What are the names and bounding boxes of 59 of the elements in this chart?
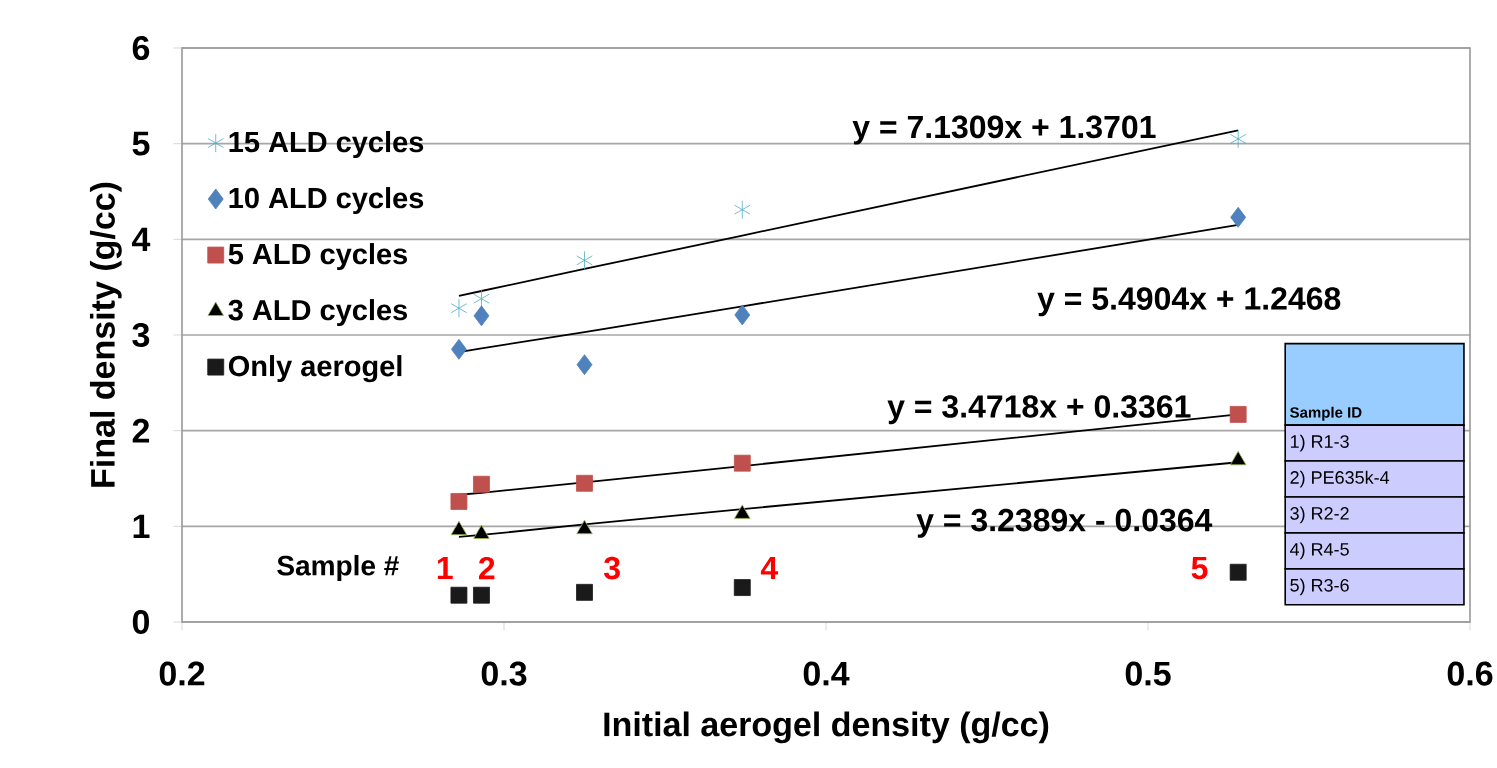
annotation: y = 7.1309x + 1.3701 (852, 115, 1156, 145)
x-tick-label: 0.2 (159, 661, 205, 686)
point (576, 474, 593, 492)
point (473, 524, 490, 539)
point (1230, 206, 1247, 228)
x-tick-label: 0.4 (803, 661, 850, 686)
point (451, 338, 467, 360)
point (1229, 406, 1247, 423)
point (1229, 450, 1247, 466)
legend-label: Only aerogel (228, 355, 402, 383)
point (734, 504, 751, 519)
point (734, 200, 751, 220)
point (473, 475, 490, 493)
point (473, 586, 490, 604)
point (733, 454, 751, 472)
annotation: 1) R1-3 (1290, 434, 1349, 452)
y-tick-label: 1 (133, 514, 150, 539)
annotation: 2) PE635k-4 (1290, 470, 1390, 488)
y-tick-label: 2 (132, 418, 150, 443)
annotation: y = 5.4904x + 1.2468 (1037, 287, 1341, 317)
point (450, 493, 468, 510)
point (576, 354, 593, 376)
point (450, 520, 468, 536)
annotation: 2 (478, 556, 495, 580)
point (473, 305, 490, 327)
legend-label: 5 ALD cycles (228, 243, 408, 271)
annotation: 5 (1191, 556, 1208, 580)
point (450, 298, 468, 318)
annotation: 5) R3-6 (1290, 578, 1349, 596)
annotation: y = 3.4718x + 0.3361 (887, 395, 1191, 425)
legend-label: 15 ALD cycles (229, 131, 424, 159)
x-tick-label: 0.6 (1447, 661, 1493, 686)
point (450, 586, 468, 604)
y-axis-title: Final density (g/cc) (89, 182, 122, 487)
point (576, 583, 593, 601)
y-tick-label: 6 (132, 35, 150, 61)
annotation: y = 3.2389x - 0.0364 (916, 508, 1213, 538)
point (733, 579, 751, 596)
annotation: 4) R4-5 (1290, 542, 1349, 560)
point (576, 250, 593, 270)
point (1229, 563, 1247, 581)
annotation: 1 (437, 557, 453, 580)
x-tick-label: 0.3 (481, 661, 527, 686)
annotation: Sample # (277, 554, 399, 582)
point (576, 519, 593, 535)
legend-label: 10 ALD cycles (229, 187, 424, 215)
annotation: 3) R2-2 (1290, 506, 1349, 524)
y-tick-label: 0 (132, 609, 149, 635)
x-tick-label: 0.5 (1125, 661, 1171, 686)
annotation: 4 (760, 557, 779, 580)
annotation: 3 (604, 556, 620, 580)
legend-label: 3 ALD cycles (228, 299, 408, 327)
point (1229, 129, 1247, 149)
x-axis-title: Initial aerogel density (g/cc) (604, 711, 1049, 744)
annotation: Sample ID (1290, 406, 1362, 421)
point (734, 304, 751, 326)
y-tick-label: 5 (132, 131, 150, 156)
y-tick-label: 4 (132, 227, 151, 252)
y-tick-label: 3 (132, 322, 150, 348)
